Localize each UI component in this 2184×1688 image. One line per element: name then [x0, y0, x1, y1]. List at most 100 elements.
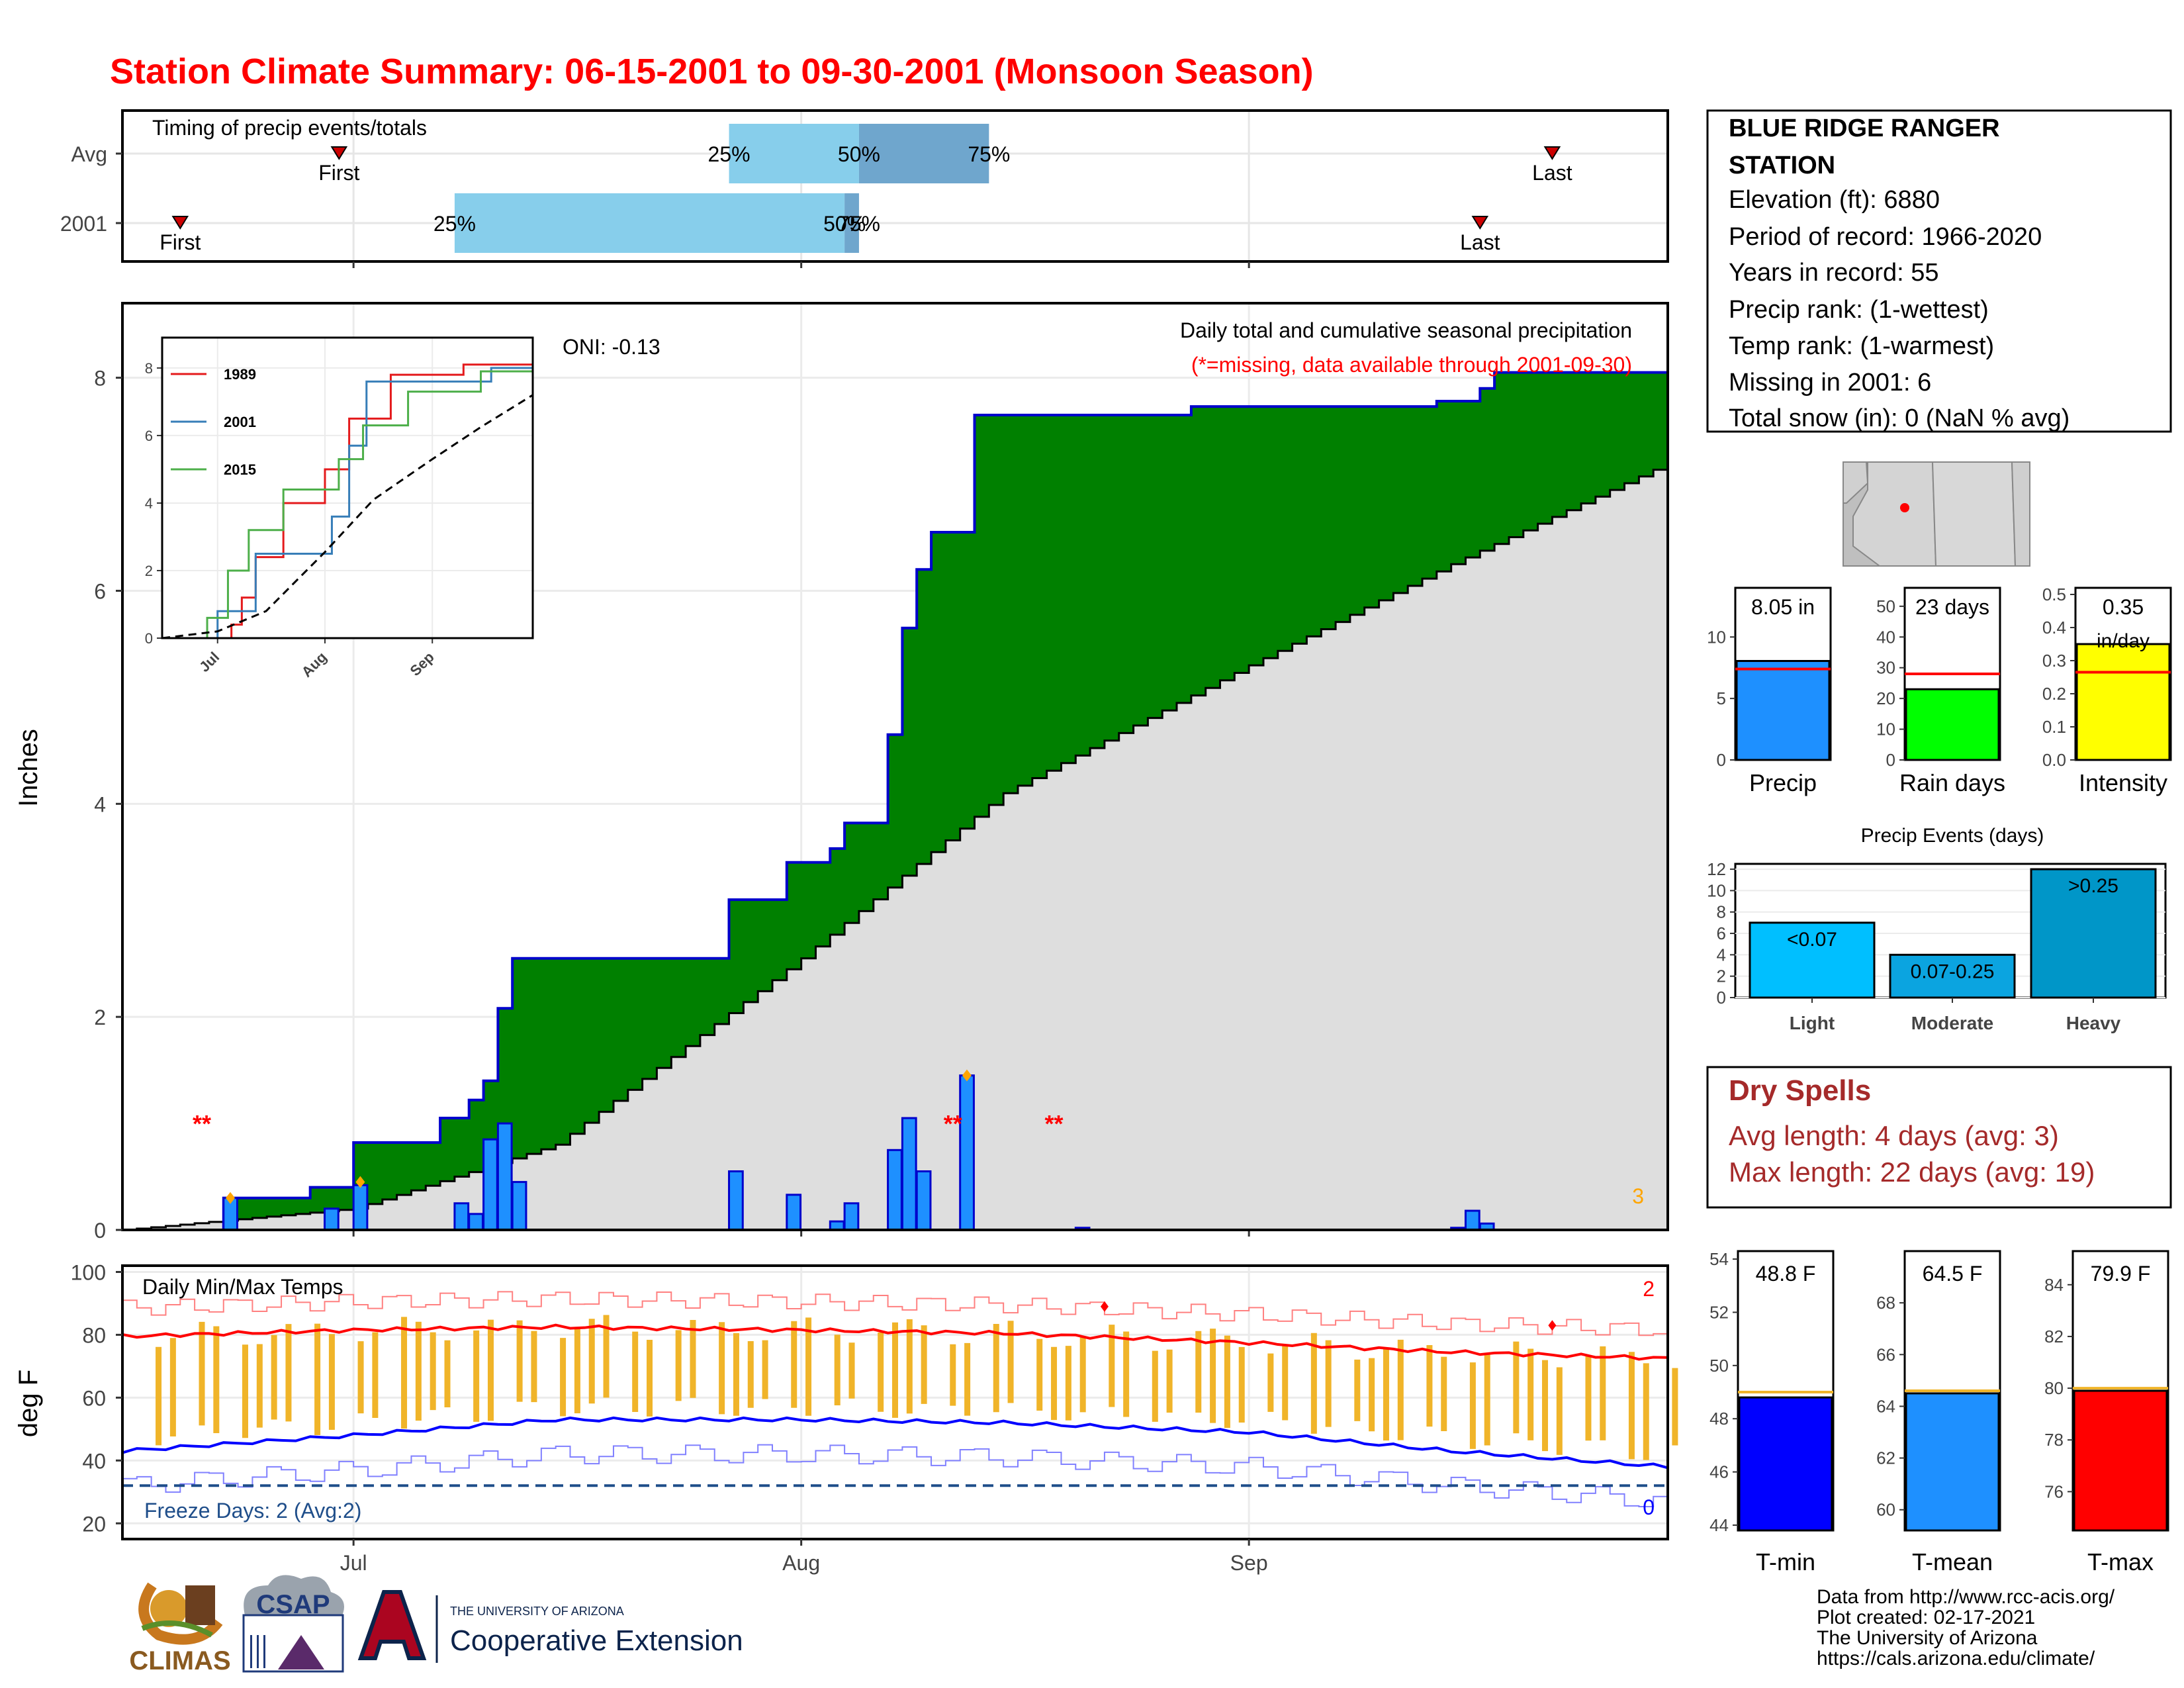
- temp-summary-y-tick: 46: [1709, 1462, 1729, 1482]
- station-location-dot: [1900, 503, 1909, 512]
- record-max-line: [122, 1291, 1668, 1336]
- precip-event-bar-value: <0.07: [1787, 929, 1837, 951]
- summary-bar-y-tick: 0.0: [2042, 750, 2066, 770]
- temp-summary-value: 48.8 F: [1756, 1262, 1816, 1286]
- dry-spells-box: Dry Spells Avg length: 4 days (avg: 3) M…: [1706, 1066, 2172, 1209]
- cumulative-2001-line: [122, 371, 1668, 1231]
- timing-p25-label: 25%: [708, 142, 751, 166]
- timing-bar-25-50: [454, 193, 845, 253]
- temp-summary-y-tick: 80: [2044, 1378, 2064, 1398]
- daily-precip-bar: [915, 1170, 932, 1231]
- inset-legend-label: 2015: [224, 461, 256, 478]
- station-snow: Total snow (in): 0 (NaN % avg): [1729, 404, 2070, 432]
- record-event-marker: [962, 1069, 972, 1082]
- temp-summary-y-tick: 48: [1709, 1409, 1729, 1429]
- summary-bar-y-tick: 0.2: [2042, 684, 2066, 704]
- temp-summary-value: 79.9 F: [2091, 1262, 2151, 1286]
- timing-first-label: First: [159, 230, 201, 254]
- summary-bar-label: Precip: [1749, 769, 1817, 796]
- station-name: BLUE RIDGE RANGER: [1729, 115, 2000, 142]
- record-min-line: [122, 1444, 1668, 1507]
- precip-event-bar-moderate: [1889, 953, 2016, 999]
- daily-precip-bar: [901, 1117, 917, 1231]
- station-missing: Missing in 2001: 6: [1729, 369, 1931, 397]
- temp-summary-y-tick: 84: [2044, 1275, 2064, 1295]
- timing-bar-50-75: [858, 124, 989, 183]
- precip-panel: ** ** ** Inches 0 2 4 6 8 ONI: -0.13 Daily tot…: [14, 302, 1669, 1243]
- inset-y-tick-label: 2: [145, 563, 153, 579]
- timing-row-label: 2001: [60, 212, 107, 236]
- precip-events-y-tick: 6: [1717, 923, 1726, 943]
- inset-y-tick-label: 6: [145, 428, 153, 444]
- station-years: Years in record: 55: [1729, 259, 1939, 287]
- summary-bar-precip: 0 5 10 8.05 in Precip: [1707, 586, 1832, 796]
- credit-source: Data from http://www.rcc-acis.org/: [1817, 1586, 2115, 1608]
- summary-bar-y-tick: 50: [1876, 596, 1895, 616]
- precip-event-category-label: Light: [1790, 1013, 1835, 1033]
- precip-event-category-label: Heavy: [2066, 1013, 2121, 1033]
- timing-bar-25-50: [729, 124, 859, 183]
- temp-summary-y-tick: 44: [1709, 1515, 1729, 1535]
- timing-p50-label: 50%: [823, 212, 866, 236]
- summary-bar-y-tick: 0.5: [2042, 585, 2066, 604]
- summary-bar-value: 23 days: [1915, 595, 1989, 619]
- temp-summary-fill: [1738, 1396, 1833, 1532]
- temp-x-tick-label: Jul: [340, 1551, 367, 1575]
- temp-summary-t-max: 76 78 80 82 84 79.9 F T-max: [2044, 1250, 2169, 1575]
- ua-small-text: THE UNIVERSITY OF ARIZONA: [450, 1605, 624, 1618]
- inset-series-line: [162, 366, 534, 639]
- temp-summary-y-tick: 60: [1876, 1500, 1895, 1520]
- daily-precip-bar: [959, 1074, 975, 1231]
- average-min-temp-line: [122, 1416, 1668, 1470]
- timing-last-marker: [1471, 216, 1489, 230]
- daily-precip-bar: [843, 1202, 860, 1231]
- station-period: Period of record: 1966-2020: [1729, 223, 2042, 251]
- daily-precip-bar: [728, 1170, 744, 1231]
- temp-summary-y-tick: 64: [1876, 1396, 1895, 1416]
- record-event-marker: [226, 1192, 236, 1204]
- temp-summary-t-min: 44 46 48 50 52 54 48.8 F T-min: [1709, 1249, 1835, 1575]
- precip-event-bar-heavy: [2030, 868, 2157, 999]
- dry-spells-max: Max length: 22 days (avg: 19): [1729, 1156, 2095, 1188]
- summary-bar-fill: [1735, 660, 1831, 761]
- timing-title: Timing of precip events/totals: [152, 116, 427, 140]
- temp-summary-label: T-max: [2087, 1548, 2154, 1575]
- precip-event-bar-value: >0.25: [2068, 875, 2118, 897]
- precip-y-axis-label: Inches: [14, 729, 43, 807]
- cooperative-extension-text: Cooperative Extension: [450, 1624, 743, 1657]
- page-title: Station Climate Summary: 06-15-2001 to 0…: [110, 52, 1314, 91]
- precip-events-y-tick: 8: [1717, 902, 1726, 922]
- summary-bar-rain-days: 0 10 20 30 40 50 23 days Rain days: [1876, 586, 2005, 796]
- temp-y-axis-label: deg F: [14, 1370, 43, 1437]
- summary-bar-y-tick: 30: [1876, 658, 1895, 678]
- temp-summary-t-mean: 60 62 64 66 68 64.5 F T-mean: [1876, 1250, 2001, 1575]
- summary-bar-fill: [2075, 643, 2171, 761]
- inset-series-line: [162, 351, 534, 639]
- credit-created: Plot created: 02-17-2021: [1817, 1607, 2035, 1628]
- summary-bar-y-tick: 10: [1876, 720, 1895, 739]
- temp-summary-value: 64.5 F: [1923, 1262, 1983, 1286]
- temp-summary-fill: [1905, 1392, 2000, 1532]
- daily-precip-bar: [511, 1181, 527, 1231]
- precip-y-tick-label: 2: [94, 1006, 106, 1029]
- temp-y-tick-label: 80: [82, 1323, 106, 1347]
- summary-bar-y-tick: 40: [1876, 627, 1895, 647]
- temp-summary-fill: [2073, 1389, 2168, 1532]
- daily-precip-bar: [352, 1184, 369, 1231]
- summary-bar-value-unit: in/day: [2097, 630, 2150, 652]
- temp-corner-max: 2: [1643, 1277, 1655, 1301]
- summary-bar-value: 8.05 in: [1751, 595, 1815, 619]
- daily-precip-bar: [1464, 1209, 1480, 1231]
- temp-summary-y-tick: 78: [2044, 1430, 2064, 1450]
- freeze-days-label: Freeze Days: 2 (Avg:2): [144, 1499, 361, 1523]
- timing-last-marker: [1543, 146, 1561, 160]
- inset-legend-label: 2001: [224, 414, 256, 430]
- station-info-box: BLUE RIDGE RANGER STATION Elevation (ft)…: [1706, 109, 2172, 433]
- temp-summary-label: T-min: [1756, 1548, 1815, 1575]
- summary-bar-label: Intensity: [2079, 769, 2167, 796]
- station-elevation: Elevation (ft): 6880: [1729, 186, 1940, 214]
- timing-p25-label: 25%: [433, 212, 476, 236]
- daily-precip-bar: [468, 1213, 484, 1231]
